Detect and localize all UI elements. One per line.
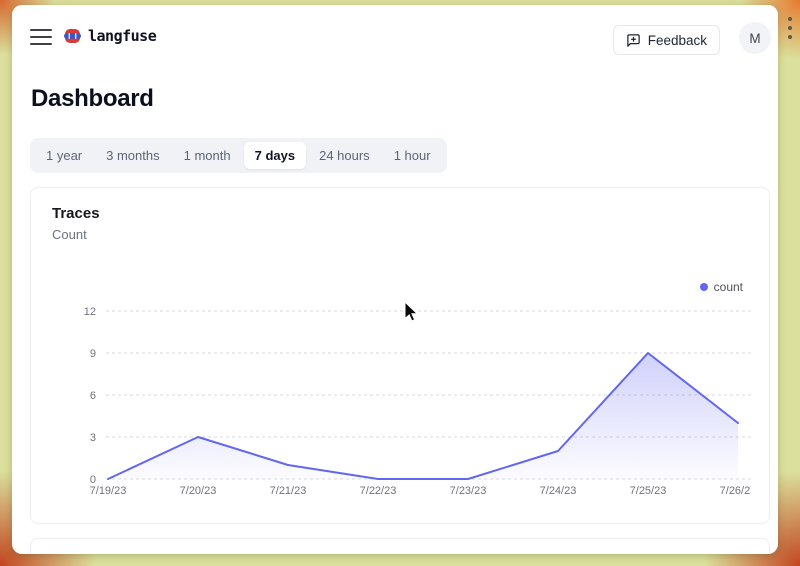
brand-wordmark: langfuse (88, 27, 157, 45)
traces-area-chart[interactable]: 0 3 6 9 12 7/19/23 7/20/23 7/21/23 7/22/23 7/23/2… (35, 298, 751, 498)
svg-text:9: 9 (90, 348, 96, 360)
chart-legend: count (699, 280, 743, 294)
feedback-button[interactable]: Feedback (612, 25, 720, 55)
time-range-tabs: 1 year 3 months 1 month 7 days 24 hours … (30, 138, 447, 173)
card-subtitle: Count (52, 227, 87, 242)
svg-text:7/23/23: 7/23/23 (450, 485, 487, 497)
tab-7-days[interactable]: 7 days (243, 142, 307, 169)
svg-text:7/19/23: 7/19/23 (90, 485, 127, 497)
app-window: langfuse Feedback M Dashboard 1 year 3 m… (12, 5, 778, 554)
feedback-label: Feedback (647, 32, 707, 48)
langfuse-logo-icon (64, 29, 81, 43)
svg-text:7/21/23: 7/21/23 (270, 485, 307, 497)
svg-text:7/20/23: 7/20/23 (180, 485, 217, 497)
page-title: Dashboard (31, 85, 154, 112)
svg-text:7/24/23: 7/24/23 (540, 485, 577, 497)
legend-label: count (713, 280, 743, 294)
avatar-initial: M (749, 30, 761, 46)
svg-text:6: 6 (90, 390, 96, 402)
next-card-stub (30, 538, 770, 554)
svg-text:12: 12 (84, 306, 96, 318)
message-square-plus-icon (626, 33, 640, 47)
avatar[interactable]: M (739, 22, 771, 54)
svg-text:7/22/23: 7/22/23 (360, 485, 397, 497)
svg-text:0: 0 (90, 474, 96, 486)
svg-text:7/25/23: 7/25/23 (630, 485, 667, 497)
tab-24-hours[interactable]: 24 hours (319, 148, 370, 163)
card-title: Traces (52, 205, 100, 222)
top-navbar: langfuse Feedback M (12, 5, 778, 63)
legend-dot (699, 283, 708, 291)
tab-1-month[interactable]: 1 month (183, 148, 231, 163)
traces-card: Traces Count count 0 3 6 9 12 7/19/23 7/20/23 7… (30, 187, 770, 524)
svg-text:7/26/23: 7/26/23 (720, 485, 751, 497)
tab-3-months[interactable]: 3 months (106, 148, 160, 163)
svg-text:3: 3 (90, 432, 96, 444)
tab-1-hour[interactable]: 1 hour (393, 148, 431, 163)
brand-link[interactable]: langfuse (64, 27, 157, 45)
tab-1-year[interactable]: 1 year (46, 148, 83, 163)
hamburger-menu-icon[interactable] (30, 29, 52, 45)
kebab-menu-icon[interactable] (788, 17, 792, 39)
